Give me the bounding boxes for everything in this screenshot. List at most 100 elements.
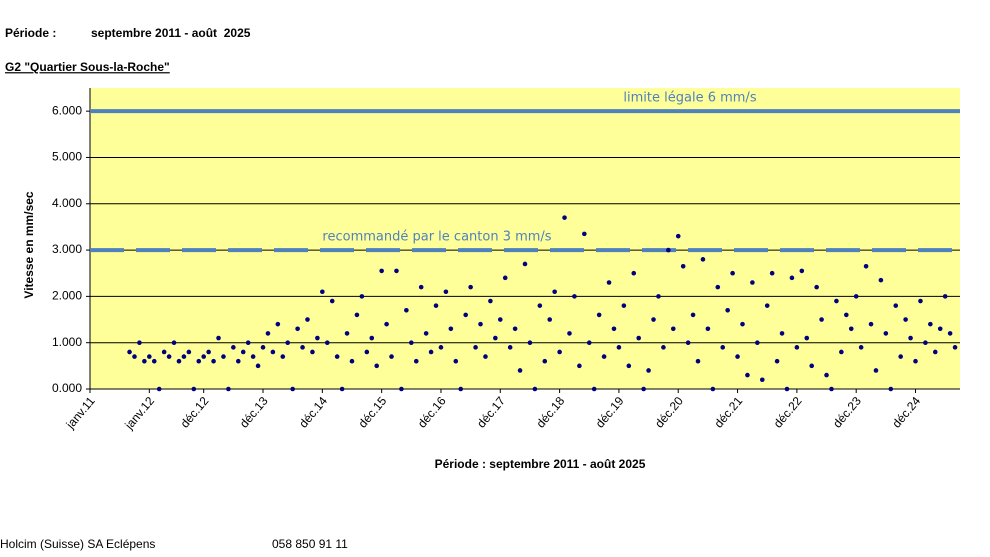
data-point bbox=[646, 368, 651, 373]
y-axis-label: Vitesse en mm/sec bbox=[22, 191, 36, 299]
data-point bbox=[216, 335, 221, 341]
data-point bbox=[755, 340, 760, 345]
x-tick-label: déc.15 bbox=[355, 394, 389, 431]
data-point bbox=[127, 349, 132, 355]
data-point bbox=[562, 215, 567, 220]
data-point bbox=[488, 298, 493, 304]
data-point bbox=[478, 321, 483, 327]
data-point bbox=[300, 345, 305, 350]
data-point bbox=[409, 340, 414, 345]
data-point bbox=[937, 326, 943, 332]
data-point bbox=[839, 349, 844, 355]
data-point bbox=[438, 345, 444, 350]
data-point bbox=[804, 335, 810, 341]
data-point bbox=[310, 349, 315, 355]
data-point bbox=[418, 284, 424, 290]
data-point bbox=[161, 349, 167, 355]
x-tick-label: déc.16 bbox=[415, 394, 449, 431]
y-tick-label: 3.000 bbox=[52, 242, 82, 256]
data-point bbox=[952, 345, 958, 350]
data-point bbox=[819, 317, 824, 322]
data-point bbox=[379, 268, 384, 274]
x-tick-label: déc.18 bbox=[533, 394, 567, 431]
x-tick-label: déc.19 bbox=[593, 394, 627, 431]
data-point bbox=[142, 358, 147, 364]
data-point bbox=[305, 317, 310, 322]
data-point bbox=[582, 231, 587, 237]
data-point bbox=[596, 312, 602, 318]
data-point bbox=[725, 307, 730, 313]
data-point bbox=[601, 354, 607, 359]
data-point bbox=[834, 298, 839, 304]
reference-label: limite légale 6 mm/s bbox=[623, 91, 756, 106]
data-point bbox=[675, 233, 681, 239]
data-point bbox=[359, 294, 365, 299]
data-point bbox=[394, 268, 399, 274]
subtitle: G2 "Quartier Sous-la-Roche" bbox=[5, 60, 170, 74]
data-point bbox=[497, 317, 503, 322]
data-point bbox=[774, 358, 780, 364]
data-point bbox=[685, 340, 691, 345]
data-point bbox=[502, 275, 508, 281]
data-point bbox=[913, 358, 918, 364]
data-point bbox=[710, 386, 716, 392]
data-point bbox=[853, 294, 859, 299]
data-point bbox=[656, 294, 661, 299]
data-point bbox=[908, 335, 913, 341]
data-point bbox=[745, 372, 750, 378]
data-point bbox=[196, 358, 202, 364]
data-point bbox=[621, 303, 627, 308]
data-point bbox=[572, 294, 577, 299]
data-point bbox=[705, 326, 711, 332]
data-point bbox=[413, 358, 419, 364]
data-point bbox=[265, 331, 271, 336]
data-point bbox=[814, 284, 819, 290]
data-point bbox=[695, 358, 701, 364]
data-point bbox=[542, 358, 548, 364]
data-point bbox=[245, 340, 251, 345]
footer-company: Holcim (Suisse) SA Eclépens bbox=[0, 537, 155, 551]
x-tick-label: déc.14 bbox=[296, 394, 330, 431]
data-point bbox=[468, 284, 473, 290]
y-tick-label: 6.000 bbox=[52, 103, 82, 117]
data-point bbox=[893, 303, 899, 308]
reference-label: recommandé par le canton 3 mm/s bbox=[322, 230, 551, 245]
data-point bbox=[918, 298, 923, 304]
data-point bbox=[354, 312, 360, 318]
data-point bbox=[226, 386, 231, 392]
data-point bbox=[231, 345, 236, 350]
data-point bbox=[448, 326, 454, 332]
data-point bbox=[250, 354, 256, 359]
data-point bbox=[942, 294, 948, 299]
data-point bbox=[863, 263, 869, 269]
data-point bbox=[463, 312, 468, 318]
y-tick-label: 1.000 bbox=[52, 335, 82, 349]
data-point bbox=[404, 307, 409, 313]
data-point bbox=[928, 321, 933, 327]
data-point bbox=[235, 358, 241, 364]
data-point bbox=[923, 340, 928, 345]
x-tick-label: janv.12 bbox=[121, 394, 157, 433]
data-point bbox=[809, 363, 815, 369]
x-axis-label: Période : septembre 2011 - août 2025 bbox=[435, 457, 646, 471]
data-point bbox=[260, 345, 266, 350]
data-point bbox=[873, 368, 879, 373]
data-point bbox=[740, 321, 745, 327]
data-point bbox=[156, 386, 162, 392]
data-point bbox=[453, 358, 459, 364]
footer-phone: 058 850 91 11 bbox=[272, 537, 348, 551]
data-point bbox=[285, 340, 291, 345]
data-point bbox=[680, 263, 686, 269]
data-point bbox=[641, 386, 646, 392]
x-tick-label: déc.20 bbox=[652, 394, 686, 431]
data-point bbox=[433, 303, 439, 308]
data-point bbox=[789, 275, 795, 281]
data-point bbox=[690, 312, 696, 318]
data-point bbox=[661, 345, 666, 350]
data-point bbox=[606, 280, 612, 285]
x-tick-label: déc.23 bbox=[830, 394, 864, 431]
data-point bbox=[730, 270, 735, 276]
data-point bbox=[759, 377, 765, 383]
data-point bbox=[848, 326, 854, 332]
